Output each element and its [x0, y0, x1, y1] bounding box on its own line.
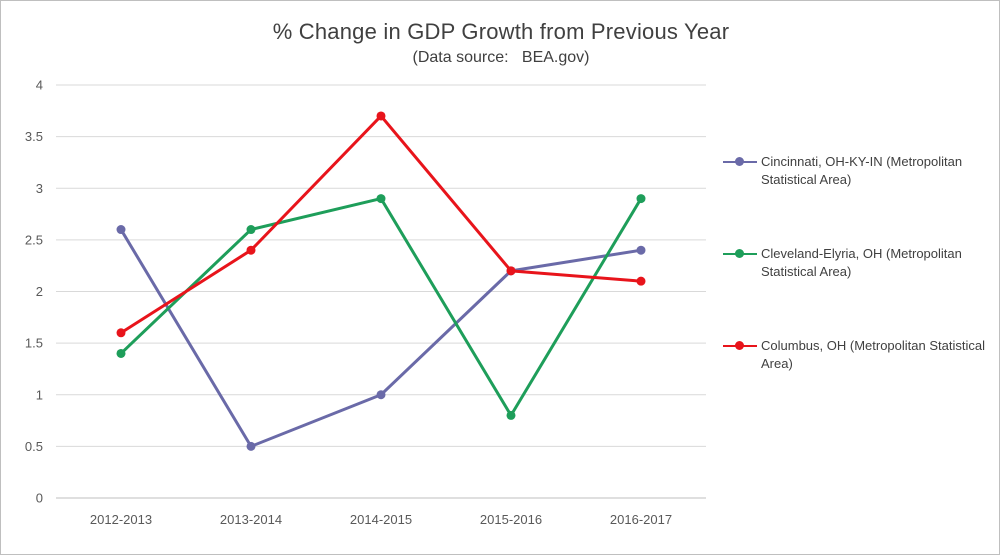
- data-point: [376, 194, 386, 204]
- data-point: [506, 410, 516, 420]
- legend-marker-icon: [735, 157, 744, 166]
- data-point: [116, 328, 126, 338]
- data-point: [636, 245, 646, 255]
- data-point: [246, 225, 256, 235]
- y-tick-label: 1: [36, 387, 43, 402]
- data-point: [246, 441, 256, 451]
- data-point: [506, 266, 516, 276]
- y-tick-label: 3: [36, 181, 43, 196]
- x-tick-label: 2012-2013: [90, 512, 152, 527]
- data-point: [636, 194, 646, 204]
- x-tick-label: 2014-2015: [350, 512, 412, 527]
- data-point: [636, 276, 646, 286]
- series-line: [119, 114, 643, 335]
- legend: Cincinnati, OH-KY-IN (Metropolitan Stati…: [723, 151, 993, 427]
- legend-marker-icon: [735, 249, 744, 258]
- data-point: [246, 245, 256, 255]
- legend-label: Columbus, OH (Metropolitan Statistical A…: [761, 338, 985, 371]
- legend-item-cincinnati: Cincinnati, OH-KY-IN (Metropolitan Stati…: [723, 151, 993, 243]
- legend-item-cleveland: Cleveland-Elyria, OH (Metropolitan Stati…: [723, 243, 993, 335]
- y-tick-label: 0.5: [25, 439, 43, 454]
- y-tick-label: 1.5: [25, 336, 43, 351]
- legend-marker-icon: [735, 341, 744, 350]
- legend-item-columbus: Columbus, OH (Metropolitan Statistical A…: [723, 335, 993, 427]
- series-line: [119, 228, 643, 448]
- data-point: [116, 225, 126, 235]
- y-tick-label: 4: [36, 78, 43, 93]
- data-point: [116, 348, 126, 358]
- y-tick-label: 0: [36, 491, 43, 506]
- data-point: [376, 111, 386, 121]
- series-line: [119, 197, 643, 417]
- x-tick-label: 2016-2017: [610, 512, 672, 527]
- legend-label: Cincinnati, OH-KY-IN (Metropolitan Stati…: [761, 154, 963, 187]
- y-tick-label: 2: [36, 284, 43, 299]
- data-point: [376, 390, 386, 400]
- legend-label: Cleveland-Elyria, OH (Metropolitan Stati…: [761, 246, 962, 279]
- x-tick-label: 2013-2014: [220, 512, 282, 527]
- y-tick-label: 2.5: [25, 232, 43, 247]
- x-tick-label: 2015-2016: [480, 512, 542, 527]
- y-tick-label: 3.5: [25, 129, 43, 144]
- chart-subtitle: (Data source: BEA.gov): [412, 49, 590, 66]
- chart-title: % Change in GDP Growth from Previous Yea…: [272, 19, 730, 44]
